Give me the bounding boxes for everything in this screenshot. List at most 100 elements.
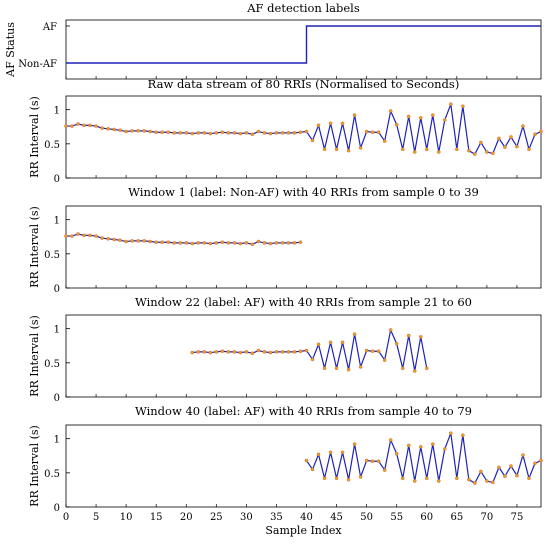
data-point [184, 131, 188, 135]
data-point [418, 445, 423, 449]
data-point [425, 366, 429, 371]
data-point [208, 350, 213, 355]
data-point [310, 467, 315, 472]
panel-title: Window 22 (label: AF) with 40 RRIs from … [135, 295, 472, 309]
data-point [94, 124, 98, 128]
data-point [280, 241, 285, 245]
data-point [154, 130, 158, 134]
data-point [382, 358, 387, 362]
data-point [262, 241, 267, 245]
plot-frame [65, 95, 542, 179]
data-point [515, 473, 519, 478]
y-tick-label: 0.5 [44, 250, 60, 261]
data-point [376, 349, 381, 353]
data-point [497, 465, 501, 470]
x-tick-label: 40 [300, 512, 313, 523]
data-point [364, 129, 369, 134]
data-point [431, 442, 435, 446]
data-point [388, 438, 393, 442]
data-point [178, 131, 182, 135]
data-point [286, 131, 291, 135]
data-point [328, 450, 333, 455]
x-tick-label: 0 [63, 512, 69, 523]
data-point [256, 129, 261, 134]
x-tick-label: 45 [330, 512, 343, 523]
data-point [274, 131, 279, 135]
data-point [64, 234, 68, 238]
rr-series-line [306, 432, 542, 484]
y-axis-label: AF Status [4, 22, 17, 78]
data-point [244, 241, 249, 245]
data-point [202, 241, 207, 245]
data-point [352, 442, 357, 446]
data-point [160, 130, 164, 134]
data-point [406, 333, 411, 338]
data-point [485, 479, 489, 483]
data-point [394, 451, 399, 456]
data-point [190, 350, 195, 355]
y-tick-label: 0.5 [44, 140, 60, 151]
data-point [64, 124, 68, 128]
data-point [112, 237, 116, 242]
x-axis-label: Sample Index [265, 524, 342, 537]
data-point [214, 350, 219, 354]
data-point [334, 366, 339, 371]
data-point [316, 452, 321, 457]
data-point [473, 152, 477, 156]
x-tick-label: 50 [360, 512, 373, 523]
data-point [280, 131, 285, 135]
data-point [406, 443, 411, 448]
data-point [437, 479, 441, 483]
data-point [388, 328, 393, 332]
panel-3 [65, 314, 542, 398]
data-point [521, 453, 525, 457]
data-point [196, 241, 201, 245]
data-point [310, 357, 315, 362]
data-point [455, 476, 459, 481]
data-point [479, 469, 483, 474]
panel-title: AF detection labels [246, 1, 360, 15]
x-tick-label: 35 [270, 512, 283, 523]
y-tick-label: 1 [54, 106, 60, 117]
data-point [292, 350, 297, 354]
x-tick-label: 10 [120, 512, 133, 523]
data-point [358, 475, 363, 479]
data-point [352, 332, 357, 336]
data-point [148, 129, 152, 134]
data-point [88, 233, 92, 238]
data-point [467, 477, 471, 482]
y-axis-label: RR Interval (s) [28, 96, 41, 178]
data-point [226, 241, 231, 245]
data-point [412, 479, 417, 483]
data-point [388, 109, 393, 113]
data-point [376, 130, 381, 134]
data-point [274, 350, 279, 354]
y-axis-label: RR Interval (s) [28, 315, 41, 397]
data-point [136, 129, 140, 133]
data-point [112, 127, 116, 132]
data-point [304, 129, 309, 134]
x-tick-label: 25 [210, 512, 223, 523]
data-point [418, 335, 423, 339]
data-point [370, 349, 375, 353]
data-point [485, 150, 489, 154]
data-point [238, 241, 243, 246]
data-point [521, 124, 525, 128]
data-point [449, 431, 453, 435]
data-point [166, 130, 170, 134]
data-point [76, 232, 80, 236]
data-point [394, 341, 399, 346]
data-point [250, 242, 255, 247]
data-point [334, 476, 339, 481]
data-point [322, 476, 327, 481]
data-point [244, 350, 249, 354]
data-point [370, 130, 375, 134]
data-point [400, 366, 405, 371]
data-point [527, 147, 531, 152]
data-point [461, 104, 465, 109]
data-point [412, 369, 417, 373]
x-tick-label: 20 [180, 512, 193, 523]
data-point [503, 145, 507, 149]
y-axis-label: RR Interval (s) [28, 206, 41, 288]
data-point [292, 241, 297, 245]
